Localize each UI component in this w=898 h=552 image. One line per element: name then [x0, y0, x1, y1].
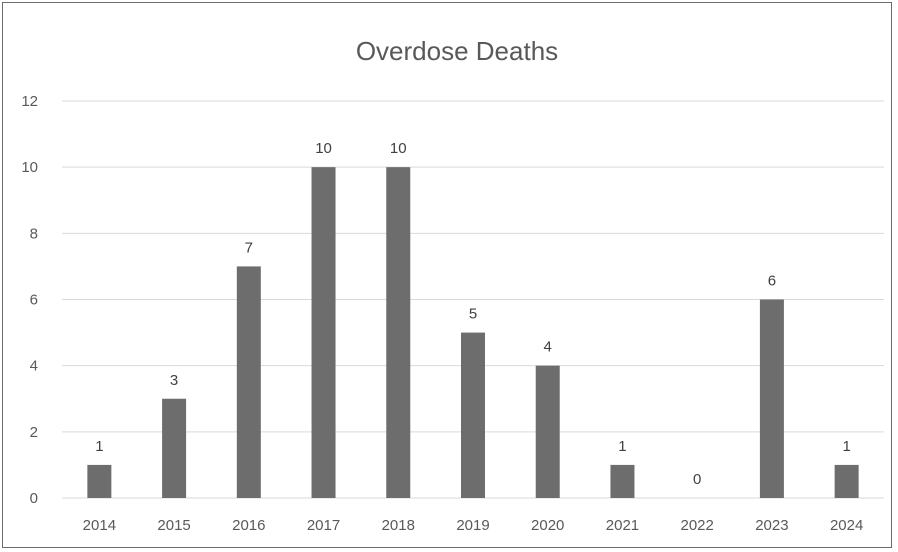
y-tick-label: 0 — [30, 490, 38, 507]
bar-2019 — [461, 332, 485, 498]
x-tick-label: 2020 — [531, 517, 564, 534]
x-tick-label: 2019 — [456, 517, 489, 534]
bar-2020 — [535, 365, 560, 498]
x-tick-label: 2016 — [232, 517, 265, 534]
data-label: 6 — [768, 273, 776, 290]
x-tick-label: 2024 — [830, 517, 863, 534]
data-label: 10 — [315, 140, 332, 157]
x-tick-label: 2018 — [382, 517, 415, 534]
data-label: 1 — [95, 438, 103, 455]
x-tick-label: 2017 — [307, 517, 340, 534]
gridlines — [62, 100, 884, 499]
bar-2024 — [834, 464, 859, 498]
data-label: 4 — [544, 339, 552, 356]
y-tick-label: 6 — [30, 292, 38, 309]
bar-2023 — [759, 299, 784, 498]
y-tick-label: 2 — [30, 424, 38, 441]
x-tick-label: 2014 — [83, 517, 116, 534]
data-label: 0 — [693, 471, 701, 488]
y-axis-ticks: 0 2 4 6 8 10 12 — [21, 93, 38, 507]
bar-2021 — [610, 464, 635, 498]
bar-2015 — [162, 398, 187, 498]
data-label: 7 — [245, 239, 253, 256]
x-tick-label: 2022 — [680, 517, 713, 534]
data-label: 1 — [618, 438, 626, 455]
bar-2016 — [236, 266, 261, 498]
data-label: 10 — [390, 140, 407, 157]
y-tick-label: 8 — [30, 225, 38, 242]
x-tick-label: 2023 — [755, 517, 788, 534]
chart-title: Overdose Deaths — [356, 36, 558, 66]
y-tick-label: 12 — [21, 93, 38, 110]
data-label: 5 — [469, 306, 477, 323]
data-label: 3 — [170, 372, 178, 389]
data-label: 1 — [842, 438, 850, 455]
bar-2017 — [311, 167, 336, 498]
y-tick-label: 4 — [30, 358, 38, 375]
bar-2014 — [87, 464, 112, 498]
x-tick-label: 2015 — [157, 517, 190, 534]
y-tick-label: 10 — [21, 159, 38, 176]
bar-2018 — [386, 167, 411, 498]
bars — [87, 167, 859, 498]
x-tick-label: 2021 — [606, 517, 639, 534]
x-axis-ticks: 2014 2015 2016 2017 2018 2019 2020 2021 2022 2023… — [83, 517, 864, 534]
